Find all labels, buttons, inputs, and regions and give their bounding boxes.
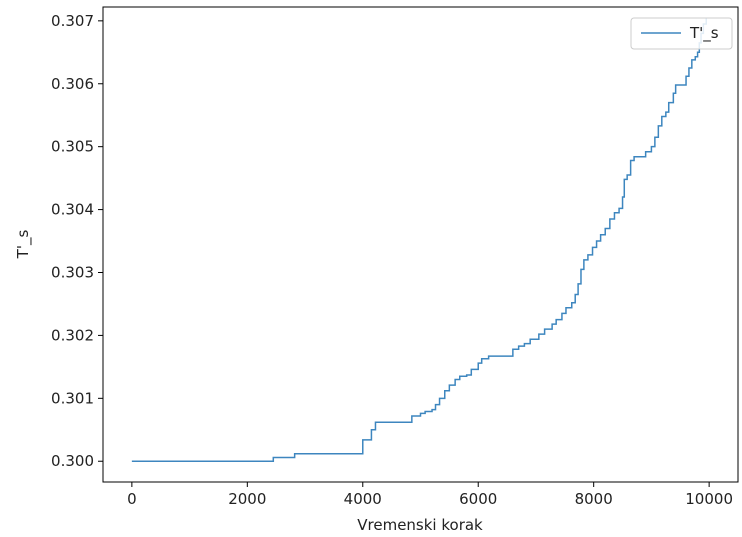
x-tick-label: 4000 — [344, 490, 382, 508]
x-tick-label: 2000 — [228, 490, 266, 508]
legend-label: T'_s — [689, 24, 719, 43]
y-axis: 0.300 0.301 0.302 0.303 0.304 0.305 0.306 0.307 — [51, 12, 103, 470]
y-tick-label: 0.303 — [51, 263, 94, 281]
y-tick-label: 0.307 — [51, 12, 94, 30]
x-tick-label: 8000 — [575, 490, 613, 508]
y-tick-label: 0.302 — [51, 326, 94, 344]
y-tick-label: 0.301 — [51, 389, 94, 407]
series-line-0 — [131, 17, 707, 462]
y-tick-label: 0.306 — [51, 75, 94, 93]
x-tick-label: 0 — [127, 490, 137, 508]
y-axis-label: T'_s — [14, 230, 33, 260]
y-tick-label: 0.305 — [51, 138, 94, 156]
x-axis-label: Vremenski korak — [357, 516, 483, 534]
legend-box — [630, 17, 733, 50]
plot-frame — [102, 6, 739, 483]
y-tick-label: 0.304 — [51, 201, 94, 219]
x-tick-label: 10000 — [685, 490, 733, 508]
x-axis: 0 2000 4000 6000 8000 10000 — [127, 482, 733, 508]
y-tick-label: 0.300 — [51, 452, 94, 470]
plot-area — [131, 17, 707, 462]
x-tick-label: 6000 — [459, 490, 497, 508]
legend: T'_s — [630, 17, 733, 50]
